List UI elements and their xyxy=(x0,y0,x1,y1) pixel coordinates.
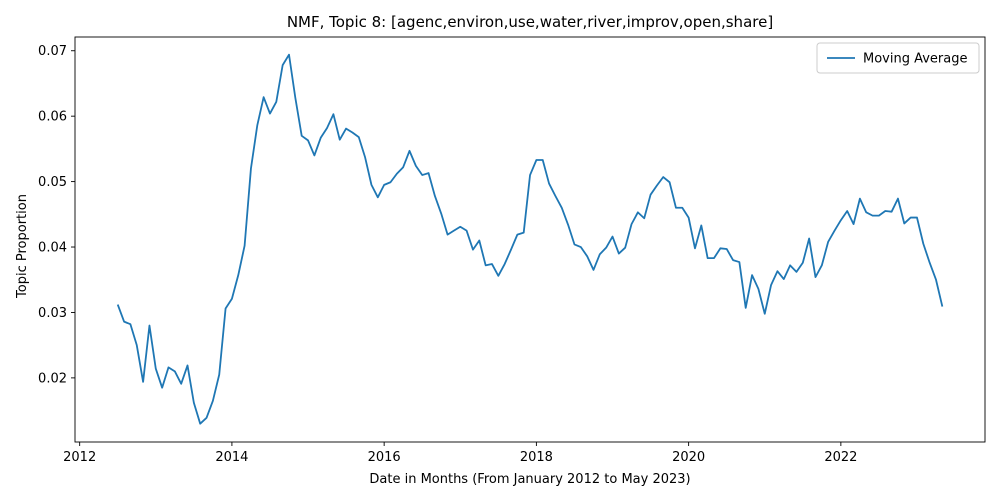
series-line-moving-average xyxy=(116,53,944,425)
x-axis-label: Date in Months (From January 2012 to May… xyxy=(369,472,690,487)
x-tick-label: 2018 xyxy=(520,450,553,465)
x-tick-label: 2022 xyxy=(824,450,857,465)
y-axis-label: Topic Proportion xyxy=(15,194,30,299)
x-tick-label: 2016 xyxy=(368,450,401,465)
chart-title: NMF, Topic 8: [agenc,environ,use,water,r… xyxy=(287,13,773,31)
plot-frame xyxy=(74,36,986,443)
x-tick-label: 2020 xyxy=(672,450,705,465)
y-tick-label: 0.02 xyxy=(38,371,67,386)
y-tick-label: 0.07 xyxy=(38,44,67,59)
y-tick-label: 0.04 xyxy=(38,241,67,256)
legend-box xyxy=(816,42,980,74)
legend-label-moving-average: Moving Average xyxy=(863,52,967,67)
x-tick-label: 2014 xyxy=(215,450,248,465)
plot-area: 2012 2014 2016 2018 2020 2022 0.02 0.03 0.04 0.05… xyxy=(38,36,986,465)
x-tick-label: 2012 xyxy=(63,450,96,465)
y-tick-label: 0.03 xyxy=(38,306,67,321)
y-tick-label: 0.06 xyxy=(38,110,67,125)
y-tick-label: 0.05 xyxy=(38,175,67,190)
